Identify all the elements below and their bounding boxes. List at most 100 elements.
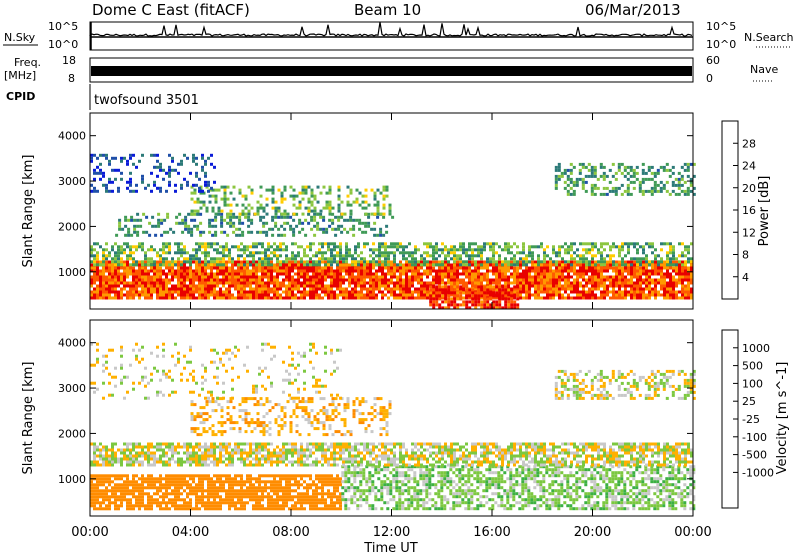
heatmap-cell (474, 260, 477, 264)
heatmap-cell (282, 507, 285, 511)
heatmap-cell (132, 251, 135, 255)
heatmap-cell (195, 269, 198, 273)
heatmap-cell (330, 287, 333, 291)
heatmap-cell (615, 260, 618, 264)
heatmap-cell (330, 278, 333, 282)
heatmap-cell (507, 297, 511, 301)
heatmap-cell (414, 266, 417, 270)
heatmap-cell (99, 290, 102, 294)
heatmap-cell (190, 185, 194, 189)
heatmap-cell (258, 498, 261, 502)
heatmap-cell (202, 203, 206, 207)
heatmap-cell (384, 248, 387, 252)
heatmap-cell (364, 194, 368, 198)
heatmap-cell (441, 278, 444, 282)
heatmap-cell (381, 242, 384, 246)
heatmap-cell (285, 266, 288, 270)
heatmap-cell (372, 278, 375, 282)
heatmap-cell (660, 242, 663, 246)
heatmap-cell (603, 248, 606, 252)
heatmap-cell (303, 269, 306, 273)
heatmap-cell (330, 266, 333, 270)
heatmap-cell (177, 257, 180, 261)
heatmap-cell (651, 263, 654, 267)
heatmap-cell (258, 263, 261, 267)
heatmap-cell (593, 174, 597, 178)
heatmap-cell (132, 245, 135, 249)
heatmap-cell (144, 290, 147, 294)
heatmap-cell (135, 165, 138, 169)
heatmap-cell (432, 288, 436, 292)
heatmap-cell (441, 296, 444, 300)
heatmap-cell (603, 293, 606, 297)
heatmap-cell (240, 483, 243, 487)
heatmap-cell (582, 296, 585, 300)
heatmap-cell (117, 281, 120, 285)
heatmap-cell (271, 215, 275, 219)
heatmap-cell (322, 230, 326, 234)
heatmap-cell (576, 275, 579, 279)
heatmap-cell (522, 272, 525, 276)
heatmap-cell (462, 245, 465, 249)
heatmap-cell (597, 287, 600, 291)
heatmap-cell (641, 189, 645, 193)
heatmap-cell (312, 275, 315, 279)
heatmap-cell (123, 266, 126, 270)
heatmap-cell (111, 480, 114, 484)
heatmap-cell (674, 192, 678, 196)
heatmap-cell (594, 242, 597, 246)
heatmap-cell (190, 233, 194, 237)
heatmap-cell (483, 260, 486, 264)
heatmap-cell (216, 272, 219, 276)
heatmap-cell (453, 288, 457, 292)
heatmap-cell (240, 474, 243, 478)
heatmap-cell (150, 501, 153, 505)
heatmap-cell (471, 254, 474, 258)
heatmap-cell (345, 263, 348, 267)
heatmap-cell (621, 242, 624, 246)
y-tick-label: 1000 (58, 266, 86, 279)
heatmap-cell (618, 263, 621, 267)
heatmap-cell (90, 260, 93, 264)
heatmap-cell (252, 504, 255, 508)
heatmap-cell (216, 251, 219, 255)
heatmap-cell (507, 306, 511, 310)
heatmap-cell (237, 498, 240, 502)
heatmap-cell (564, 260, 567, 264)
heatmap-cell (393, 296, 396, 300)
heatmap-cell (159, 489, 162, 493)
heatmap-cell (138, 483, 141, 487)
heatmap-cell (189, 281, 192, 285)
heatmap-cell (510, 263, 513, 267)
heatmap-cell (378, 278, 381, 282)
heatmap-cell (108, 269, 111, 273)
heatmap-cell (171, 269, 174, 273)
heatmap-cell (435, 297, 439, 301)
heatmap-cell (303, 266, 306, 270)
heatmap-cell (298, 200, 302, 204)
heatmap-cell (363, 272, 366, 276)
heatmap-cell (507, 260, 510, 264)
heatmap-cell (351, 287, 354, 291)
heatmap-cell (561, 284, 564, 288)
heatmap-cell (423, 272, 426, 276)
heatmap-cell (138, 507, 141, 511)
heatmap-cell (599, 162, 603, 166)
heatmap-cell (540, 275, 543, 279)
heatmap-cell (321, 272, 324, 276)
heatmap-cell (183, 501, 186, 505)
heatmap-cell (292, 203, 296, 207)
heatmap-cell (483, 275, 486, 279)
heatmap-cell (348, 275, 351, 279)
heatmap-cell (648, 293, 651, 297)
heatmap-cell (231, 263, 234, 267)
heatmap-cell (198, 477, 201, 481)
heatmap-cell (126, 296, 129, 300)
heatmap-cell (249, 251, 252, 255)
heatmap-cell (366, 263, 369, 267)
heatmap-cell (624, 260, 627, 264)
heatmap-cell (259, 185, 263, 189)
heatmap-cell (141, 486, 144, 490)
heatmap-cell (232, 215, 236, 219)
heatmap-cell (193, 224, 197, 228)
